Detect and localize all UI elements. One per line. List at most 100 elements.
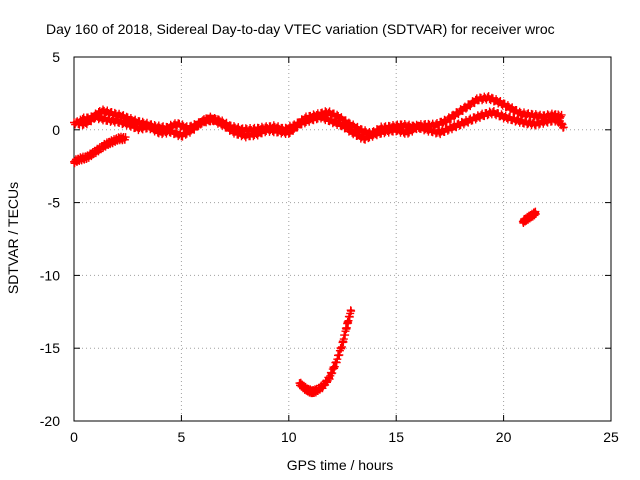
data-point [104, 142, 108, 146]
data-point [111, 139, 115, 143]
data-point [154, 125, 158, 129]
data-point [240, 128, 244, 132]
data-point [530, 113, 534, 117]
data-point [250, 128, 254, 132]
data-point [512, 118, 516, 122]
data-point [491, 110, 495, 114]
data-point [315, 388, 319, 392]
y-axis-label: SDTVAR / TECUs [5, 182, 21, 294]
x-tick-label: 15 [388, 429, 404, 445]
data-point [487, 96, 491, 100]
data-point [328, 375, 332, 379]
data-point [469, 118, 473, 122]
data-point [310, 390, 314, 394]
data-point [540, 115, 544, 119]
data-point [448, 126, 452, 130]
data-point [368, 132, 372, 136]
axes: 0 5 10 15 20 25 5 0 -5 -10 -15 -20 [40, 49, 619, 445]
data-point [315, 113, 319, 117]
series-markers [295, 306, 356, 398]
data-point [521, 220, 525, 224]
data-point [433, 123, 437, 127]
series-early-rising-segment [70, 132, 130, 168]
x-tick-label: 5 [178, 429, 186, 445]
data-point [437, 131, 441, 135]
data-point [304, 116, 308, 120]
data-point [379, 126, 383, 130]
data-point [132, 119, 136, 123]
data-point [422, 123, 426, 127]
data-point [480, 113, 484, 117]
data-point [164, 126, 168, 130]
data-point [283, 128, 287, 132]
data-point [207, 116, 211, 120]
data-point [465, 105, 469, 109]
data-point [330, 119, 334, 123]
data-point [349, 308, 353, 312]
data-point [508, 106, 512, 110]
data-point [197, 122, 201, 126]
data-point [321, 384, 325, 388]
data-point [530, 214, 534, 218]
series-main-band-upper [76, 92, 566, 140]
y-tick-label: -5 [48, 195, 61, 211]
data-point [336, 115, 340, 119]
data-point [362, 137, 366, 141]
data-point [121, 115, 125, 119]
data-point [302, 386, 306, 390]
x-tick-label: 20 [496, 429, 512, 445]
data-point [325, 110, 329, 114]
data-point [341, 342, 344, 346]
data-point [562, 125, 566, 129]
data-point [91, 151, 95, 155]
data-point [186, 126, 190, 130]
data-point [111, 112, 115, 116]
plot-frame [73, 56, 612, 422]
data-point [143, 122, 147, 126]
y-tick-label: -10 [40, 267, 60, 283]
data-point [560, 115, 564, 119]
data-point [72, 121, 76, 125]
x-tick-label: 0 [70, 429, 78, 445]
data-point [104, 118, 108, 122]
x-axis-label: GPS time / hours [287, 457, 394, 473]
data-point [117, 137, 121, 141]
series-markers [518, 207, 540, 227]
data-point [454, 112, 458, 116]
series-dip-segment [295, 306, 356, 398]
data-point [525, 217, 529, 221]
data-point [358, 128, 362, 132]
data-point [390, 125, 394, 129]
y-tick-label: 0 [52, 122, 60, 138]
data-point [179, 134, 183, 138]
data-point [476, 97, 480, 101]
data-point [78, 157, 82, 161]
x-tick-label: 25 [603, 429, 619, 445]
data-point [136, 126, 140, 130]
data-point [98, 147, 102, 151]
data-point [218, 119, 222, 123]
data-point [85, 155, 89, 159]
grid [74, 57, 611, 421]
data-point [351, 131, 355, 135]
data-point [89, 116, 93, 120]
data-point [334, 361, 338, 365]
y-tick-label: -20 [40, 413, 60, 429]
data-point [261, 126, 265, 130]
data-point [459, 122, 463, 126]
data-point [229, 125, 233, 129]
data-point [523, 121, 527, 125]
data-point [405, 131, 409, 135]
data-point [100, 109, 104, 113]
data-point [78, 118, 82, 122]
data-point [502, 115, 506, 119]
data-points [70, 92, 568, 398]
y-tick-label: -15 [40, 340, 60, 356]
series-short-segment [518, 207, 540, 227]
x-tick-label: 10 [281, 429, 297, 445]
y-tick-label: 5 [52, 49, 60, 65]
data-point [115, 119, 119, 123]
chart-title: Day 160 of 2018, Sidereal Day-to-day VTE… [46, 21, 555, 37]
data-point [345, 324, 349, 328]
